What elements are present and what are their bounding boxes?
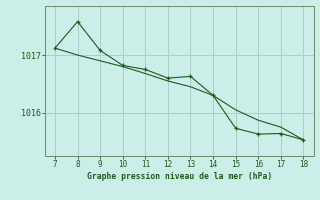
X-axis label: Graphe pression niveau de la mer (hPa): Graphe pression niveau de la mer (hPa): [87, 172, 272, 181]
